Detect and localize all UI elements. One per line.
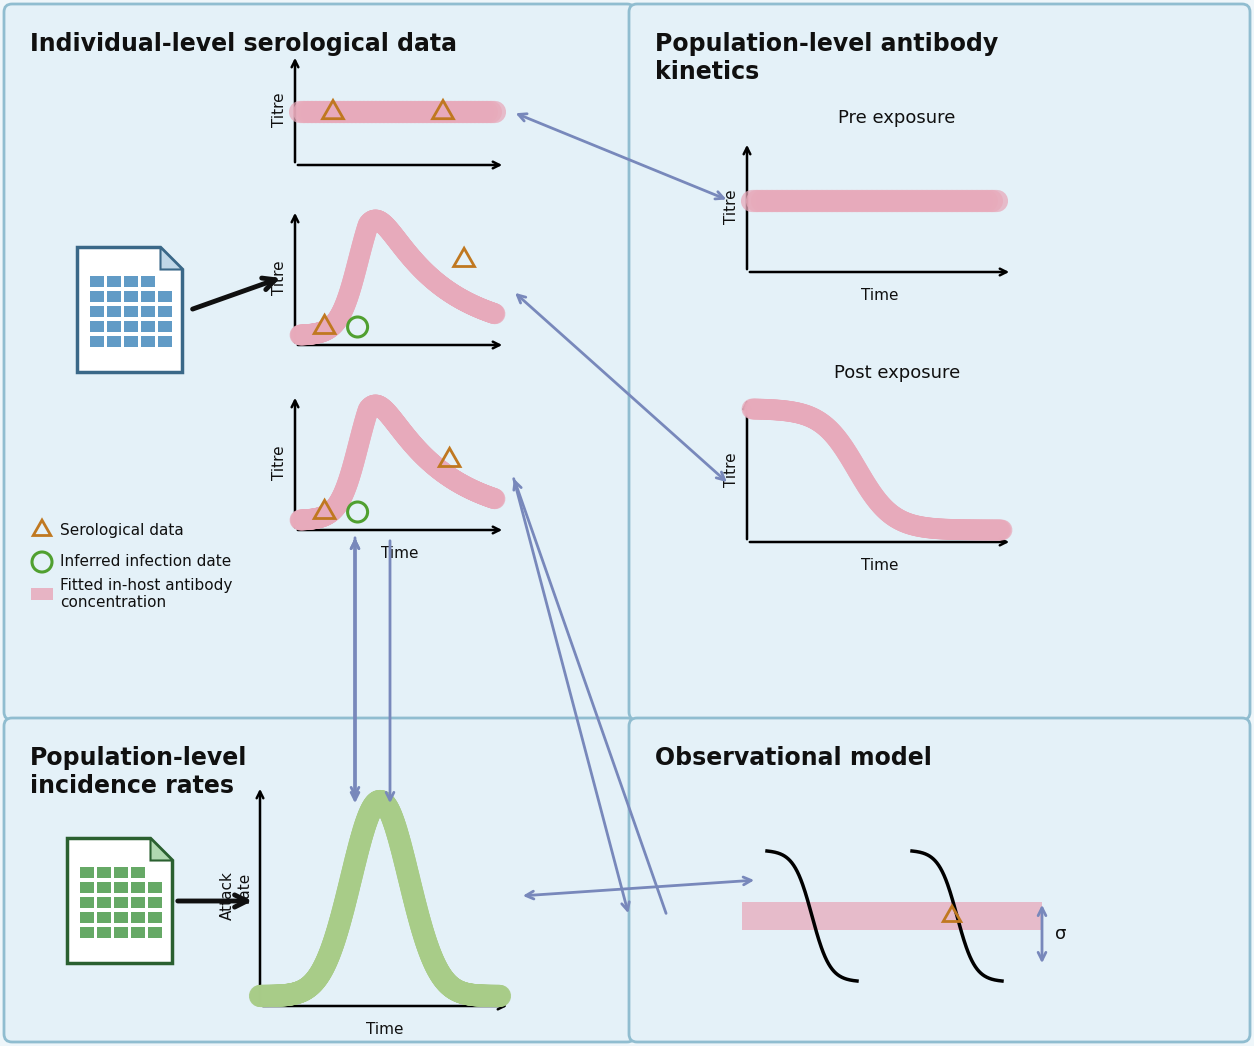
Bar [89, 305, 104, 317]
Bar [158, 320, 172, 332]
FancyBboxPatch shape [630, 4, 1250, 720]
Polygon shape [150, 839, 173, 861]
Bar [140, 320, 154, 332]
Bar [89, 291, 104, 301]
Bar [148, 911, 162, 923]
Bar [31, 588, 53, 600]
Bar [89, 275, 104, 287]
Polygon shape [68, 839, 173, 963]
Bar [107, 291, 120, 301]
Bar [123, 291, 138, 301]
Bar [89, 320, 104, 332]
Bar [123, 320, 138, 332]
Polygon shape [161, 248, 183, 270]
Bar [140, 275, 154, 287]
Bar [114, 927, 128, 937]
Bar [107, 275, 120, 287]
Bar [97, 896, 110, 908]
Text: Observational model: Observational model [655, 746, 932, 770]
Bar [79, 911, 94, 923]
Text: Titre: Titre [272, 260, 287, 295]
Bar [79, 927, 94, 937]
Bar [97, 927, 110, 937]
Bar [130, 882, 144, 892]
Bar [123, 336, 138, 346]
Text: Titre: Titre [724, 452, 739, 486]
Bar [130, 911, 144, 923]
Bar [114, 896, 128, 908]
Text: Titre: Titre [724, 189, 739, 224]
FancyBboxPatch shape [4, 4, 635, 720]
Bar [140, 336, 154, 346]
Text: Post exposure: Post exposure [834, 364, 961, 382]
Bar [130, 896, 144, 908]
Bar [114, 866, 128, 878]
Bar [114, 911, 128, 923]
Bar [123, 275, 138, 287]
Bar [130, 927, 144, 937]
Text: σ: σ [1055, 925, 1066, 943]
Bar [158, 305, 172, 317]
Bar [114, 882, 128, 892]
Text: Inferred infection date: Inferred infection date [60, 554, 231, 569]
Bar [89, 336, 104, 346]
Bar [148, 896, 162, 908]
Text: Time: Time [366, 1022, 404, 1037]
Text: Titre: Titre [272, 446, 287, 480]
Text: Serological data: Serological data [60, 523, 184, 538]
Bar [140, 305, 154, 317]
Bar [97, 911, 110, 923]
Text: Fitted in-host antibody
concentration: Fitted in-host antibody concentration [60, 577, 232, 610]
Bar [140, 291, 154, 301]
Polygon shape [78, 248, 183, 372]
Text: Titre: Titre [272, 93, 287, 128]
Text: Individual-level serological data: Individual-level serological data [30, 32, 456, 56]
Text: Time: Time [381, 546, 419, 561]
FancyBboxPatch shape [630, 718, 1250, 1042]
Bar [148, 882, 162, 892]
Bar [107, 336, 120, 346]
Bar [158, 291, 172, 301]
Bar [107, 305, 120, 317]
Bar [148, 927, 162, 937]
Bar [107, 320, 120, 332]
Text: Time: Time [860, 558, 898, 573]
Bar [97, 866, 110, 878]
Bar [79, 882, 94, 892]
Bar [742, 902, 1042, 930]
Bar [97, 882, 110, 892]
Text: Population-level
incidence rates: Population-level incidence rates [30, 746, 247, 798]
Bar [79, 896, 94, 908]
Text: Pre exposure: Pre exposure [839, 109, 956, 127]
Bar [79, 866, 94, 878]
FancyBboxPatch shape [4, 718, 635, 1042]
Bar [123, 305, 138, 317]
Bar [158, 336, 172, 346]
Text: Time: Time [860, 288, 898, 303]
Bar [130, 866, 144, 878]
Text: Attack
rate: Attack rate [219, 871, 252, 920]
Text: Population-level antibody
kinetics: Population-level antibody kinetics [655, 32, 998, 84]
